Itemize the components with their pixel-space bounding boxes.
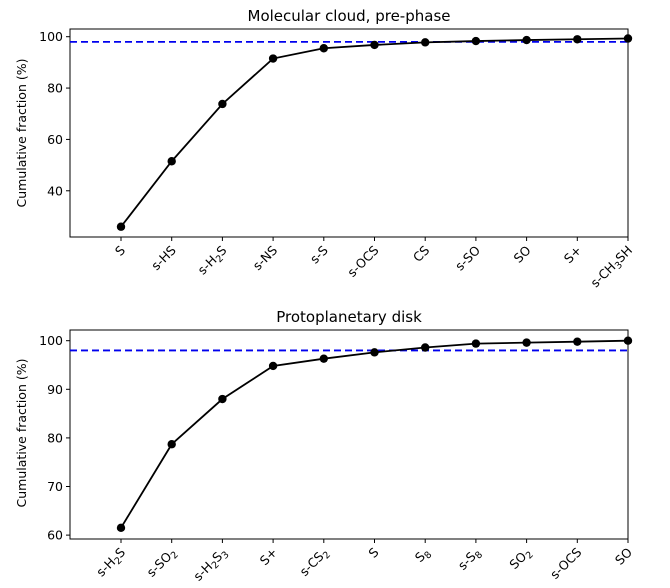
x-tick-label: S+: [561, 243, 585, 267]
data-point: [370, 40, 379, 50]
x-tick-label: S8: [412, 545, 435, 568]
x-tick-label: S+: [257, 545, 281, 569]
data-point: [116, 222, 126, 231]
y-tick-label: 70: [47, 479, 63, 494]
x-tick-label: s-NS: [250, 242, 281, 273]
data-point: [421, 38, 430, 47]
data-point: [167, 157, 176, 166]
y-tick-label: 60: [47, 132, 63, 147]
x-tick-label: s-HS: [148, 242, 179, 273]
y-tick-label: 80: [47, 81, 63, 96]
y-tick-label: 80: [47, 430, 63, 445]
data-point: [522, 338, 531, 347]
x-tick-label: SO: [612, 544, 635, 567]
panel-protoplanetary-disk: Protoplanetary disk Cumulative fraction …: [14, 308, 635, 586]
x-tick-label: CS: [410, 242, 432, 264]
x-tick-label: s-H2S3: [190, 545, 231, 586]
data-point: [319, 354, 328, 363]
x-tick-label: S: [365, 544, 381, 560]
panel-molecular-cloud: Molecular cloud, pre-phase Cumulative fr…: [14, 7, 637, 293]
y-tick-label: 60: [47, 528, 63, 543]
data-point: [167, 440, 176, 449]
x-tick-label: s-CH3SH: [587, 243, 637, 293]
data-point: [319, 44, 328, 53]
data-point: [268, 54, 278, 63]
data-point: [522, 35, 531, 45]
x-tick-label: s-S8: [455, 545, 485, 575]
x-tick-label: s-SO: [452, 242, 483, 273]
data-point: [421, 343, 430, 352]
x-tick-label: s-OCS: [547, 544, 584, 581]
y-axis-label: Cumulative fraction (%): [14, 59, 29, 208]
x-tick-label: SO: [511, 242, 534, 265]
data-point: [573, 337, 582, 346]
data-point: [623, 336, 633, 345]
plot-frame: [69, 28, 629, 238]
data-point: [218, 394, 227, 404]
series-line: [120, 339, 629, 529]
data-point: [268, 361, 278, 371]
y-tick-label: 100: [39, 29, 63, 44]
x-tick-label: S: [112, 242, 128, 258]
x-tick-label: s-S: [307, 242, 331, 266]
chart-title: Protoplanetary disk: [276, 308, 422, 326]
data-point: [218, 99, 227, 109]
data-point: [623, 34, 633, 43]
chart-title: Molecular cloud, pre-phase: [248, 7, 451, 25]
x-tick-label: s-H2S: [93, 544, 130, 581]
y-tick-label: 40: [47, 183, 63, 198]
x-tick-label: SO2: [506, 545, 536, 575]
x-tick-label: s-OCS: [344, 242, 381, 279]
data-point: [370, 348, 379, 357]
x-tick-label: s-H2S: [195, 242, 232, 279]
y-tick-label: 90: [47, 382, 63, 397]
data-point: [471, 339, 481, 348]
x-tick-label: s-SO2: [144, 545, 181, 582]
x-tick-label: s-CS2: [296, 545, 333, 582]
series-line: [120, 37, 629, 228]
y-tick-label: 100: [39, 333, 63, 348]
y-axis-label: Cumulative fraction (%): [14, 359, 29, 508]
data-point: [573, 35, 582, 44]
data-point: [471, 36, 481, 46]
data-point: [116, 523, 126, 533]
plot-frame: [69, 329, 629, 540]
